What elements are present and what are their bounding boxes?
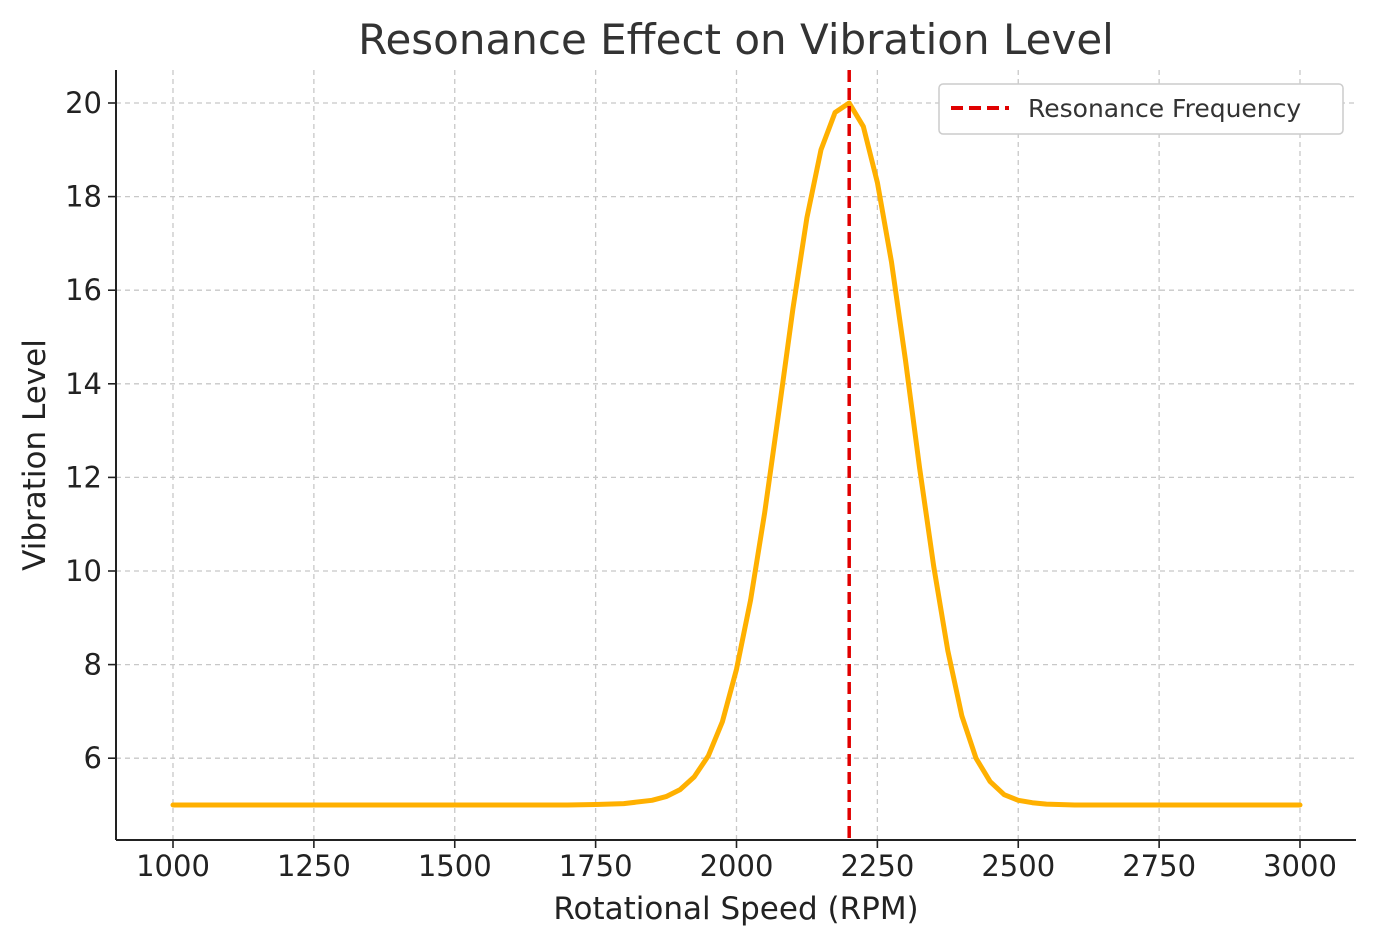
x-tick-label: 2250 — [840, 849, 914, 883]
x-tick-label: 2000 — [700, 849, 774, 883]
y-tick-label: 20 — [65, 86, 102, 120]
grid — [116, 70, 1356, 840]
y-ticks: 6 8 10 12 14 16 18 20 — [65, 86, 116, 775]
x-tick-label: 1500 — [418, 849, 492, 883]
x-ticks: 1000 1250 1500 1750 2000 2250 2500 2750 3000 — [136, 840, 1337, 883]
x-tick-label: 1750 — [559, 849, 633, 883]
y-tick-label: 6 — [84, 741, 102, 775]
x-tick-label: 3000 — [1263, 849, 1337, 883]
y-tick-label: 14 — [65, 367, 102, 401]
chart-title: Resonance Effect on Vibration Level — [358, 15, 1114, 64]
y-tick-label: 18 — [65, 180, 102, 214]
y-tick-label: 16 — [65, 273, 102, 307]
series-layer — [170, 100, 1303, 808]
x-tick-label: 1000 — [136, 849, 210, 883]
legend-box — [938, 83, 1344, 135]
y-tick-label: 8 — [84, 648, 102, 682]
x-tick-label: 2750 — [1122, 849, 1196, 883]
y-tick-label: 12 — [65, 460, 102, 494]
x-tick-label: 2500 — [981, 849, 1055, 883]
legend-label-resonance: Resonance Frequency — [1028, 94, 1301, 123]
x-axis-label: Rotational Speed (RPM) — [553, 891, 918, 927]
y-tick-label: 10 — [65, 554, 102, 588]
y-axis-label: Vibration Level — [17, 339, 53, 571]
x-tick-label: 1250 — [277, 849, 351, 883]
series-line-0 — [170, 100, 1303, 808]
legend: Resonance Frequency — [938, 83, 1344, 135]
